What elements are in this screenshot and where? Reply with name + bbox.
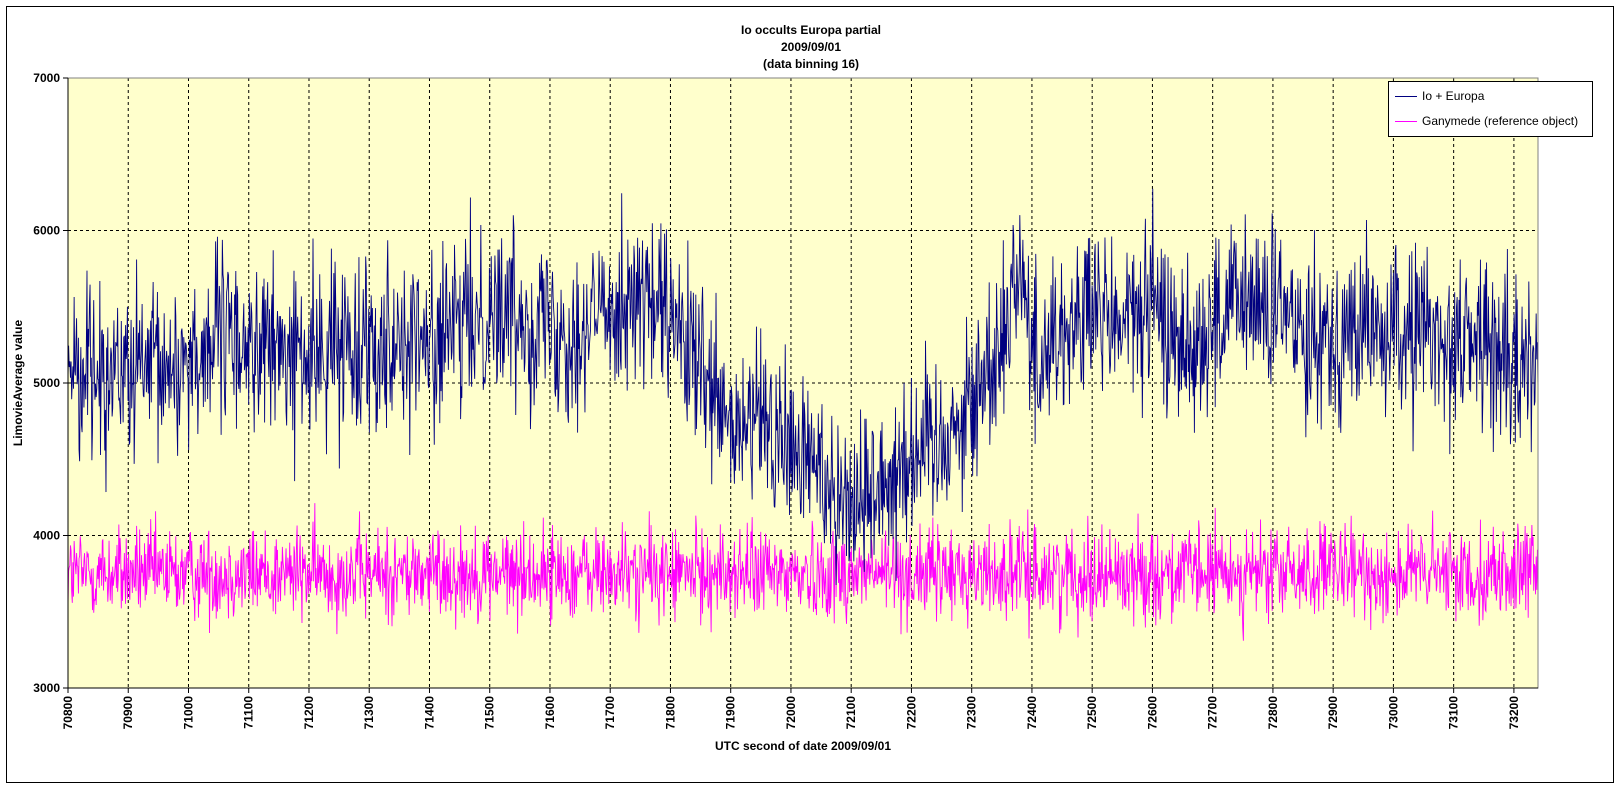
y-tick-label: 7000 [33,71,60,85]
legend: Io + Europa Ganymede (reference object) [1388,81,1593,137]
x-tick-label: 71500 [483,696,497,730]
legend-swatch-io-europa [1395,95,1417,97]
axes: 70800 70900 71000 71100 71200 71300 71400 71500… [33,71,1538,729]
legend-label-ganymede: Ganymede (reference object) [1422,114,1579,128]
series-layer [67,188,1539,641]
x-tick-label: 72600 [1145,696,1159,730]
x-axis-title: UTC second of date 2009/09/01 [715,739,891,753]
x-tick-label: 72100 [844,696,858,730]
x-tick-label: 72400 [1025,696,1039,730]
x-tick-label: 70900 [121,696,135,730]
y-tick-label: 5000 [33,376,60,390]
x-tick-label: 71700 [603,696,617,730]
x-tick-label: 71400 [422,696,436,730]
x-tick-label: 71600 [543,696,557,730]
x-tick-label: 71800 [663,696,677,730]
x-tick-label: 72500 [1085,696,1099,730]
chart-title-line-3: (data binning 16) [763,57,859,71]
legend-label-io-europa: Io + Europa [1422,89,1485,103]
x-tick-label: 72800 [1266,696,1280,730]
x-tick-label: 70800 [61,696,75,730]
series-line-ganymede [67,503,1539,641]
x-tick-label: 72000 [784,696,798,730]
x-tick-label: 71000 [181,696,195,730]
x-tick-label: 72900 [1326,696,1340,730]
x-tick-label: 71200 [302,696,316,730]
x-tick-label: 71100 [242,696,256,729]
x-tick-label: 73000 [1386,696,1400,730]
x-tick-label: 72700 [1206,696,1220,730]
x-tick-label: 71300 [362,696,376,730]
y-tick-label: 6000 [33,224,60,238]
chart-title-line-1: Io occults Europa partial [740,23,882,37]
y-tick-label: 3000 [33,681,60,695]
legend-swatch-ganymede [1395,120,1417,122]
x-tick-label: 73100 [1447,696,1461,730]
legend-item-ganymede: Ganymede (reference object) [1395,113,1578,129]
legend-item-io-europa: Io + Europa [1395,88,1484,104]
y-tick-label: 4000 [33,529,60,543]
chart-title-line-2: 2009/09/01 [780,40,842,54]
y-axis-title: LimovieAverage value [11,320,25,447]
x-tick-label: 72200 [904,696,918,730]
x-tick-label: 71900 [724,696,738,730]
series-line-io-europa [67,188,1539,586]
x-tick-label: 72300 [965,696,979,730]
x-tick-label: 73200 [1507,696,1521,730]
